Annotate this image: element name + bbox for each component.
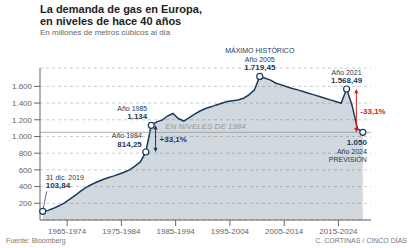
svg-text:200: 200	[19, 199, 33, 208]
svg-text:103,84: 103,84	[46, 181, 71, 190]
html-text:en niveles de hace 40 años: en niveles de hace 40 años	[40, 15, 182, 27]
svg-text:Año 2005: Año 2005	[245, 56, 275, 63]
svg-text:600: 600	[19, 166, 33, 175]
svg-text:1975-1984: 1975-1984	[102, 227, 141, 236]
svg-text:1.719,45: 1.719,45	[244, 63, 276, 72]
svg-text:2005-2014: 2005-2014	[265, 227, 304, 236]
svg-text:+33,1%: +33,1%	[160, 135, 187, 144]
svg-text:1965-1974: 1965-1974	[48, 227, 87, 236]
svg-text:31 dic. 2019: 31 dic. 2019	[46, 174, 84, 181]
svg-text:1.568,49: 1.568,49	[331, 76, 363, 85]
svg-text:1.200: 1.200	[12, 116, 33, 125]
svg-text:EN NIVELES DE 1984: EN NIVELES DE 1984	[165, 122, 246, 131]
html-text:C. CORTINAS / CINCO DÍAS: C. CORTINAS / CINCO DÍAS	[315, 237, 407, 244]
svg-text:MÁXIMO HISTÓRICO: MÁXIMO HISTÓRICO	[225, 46, 295, 54]
svg-text:1.400: 1.400	[12, 99, 33, 108]
svg-text:1.600: 1.600	[12, 82, 33, 91]
svg-text:-33,1%: -33,1%	[360, 107, 385, 116]
svg-text:Año 2024: Año 2024	[337, 148, 367, 155]
svg-text:Año 2021: Año 2021	[332, 69, 362, 76]
svg-text:400: 400	[19, 182, 33, 191]
svg-text:2015-2024: 2015-2024	[319, 227, 358, 236]
svg-text:1985-1994: 1985-1994	[157, 227, 196, 236]
svg-text:PREVISIÓN: PREVISIÓN	[329, 155, 367, 163]
svg-text:1.050: 1.050	[347, 138, 368, 147]
svg-text:1.134: 1.134	[127, 112, 148, 121]
svg-text:1995-2004: 1995-2004	[211, 227, 250, 236]
html-text:En millones de metros cúbicos: En millones de metros cúbicos al día	[40, 28, 171, 37]
html-text:La demanda de gas en Europa,: La demanda de gas en Europa,	[40, 3, 202, 15]
svg-text:Año 1984: Año 1984	[112, 132, 142, 139]
svg-text:800: 800	[19, 149, 33, 158]
html-text:Fuente: Bloomberg: Fuente: Bloomberg	[6, 237, 66, 244]
svg-text:814,25: 814,25	[117, 140, 142, 149]
svg-text:1.000: 1.000	[12, 132, 33, 141]
svg-text:Año 1985: Año 1985	[117, 105, 147, 112]
